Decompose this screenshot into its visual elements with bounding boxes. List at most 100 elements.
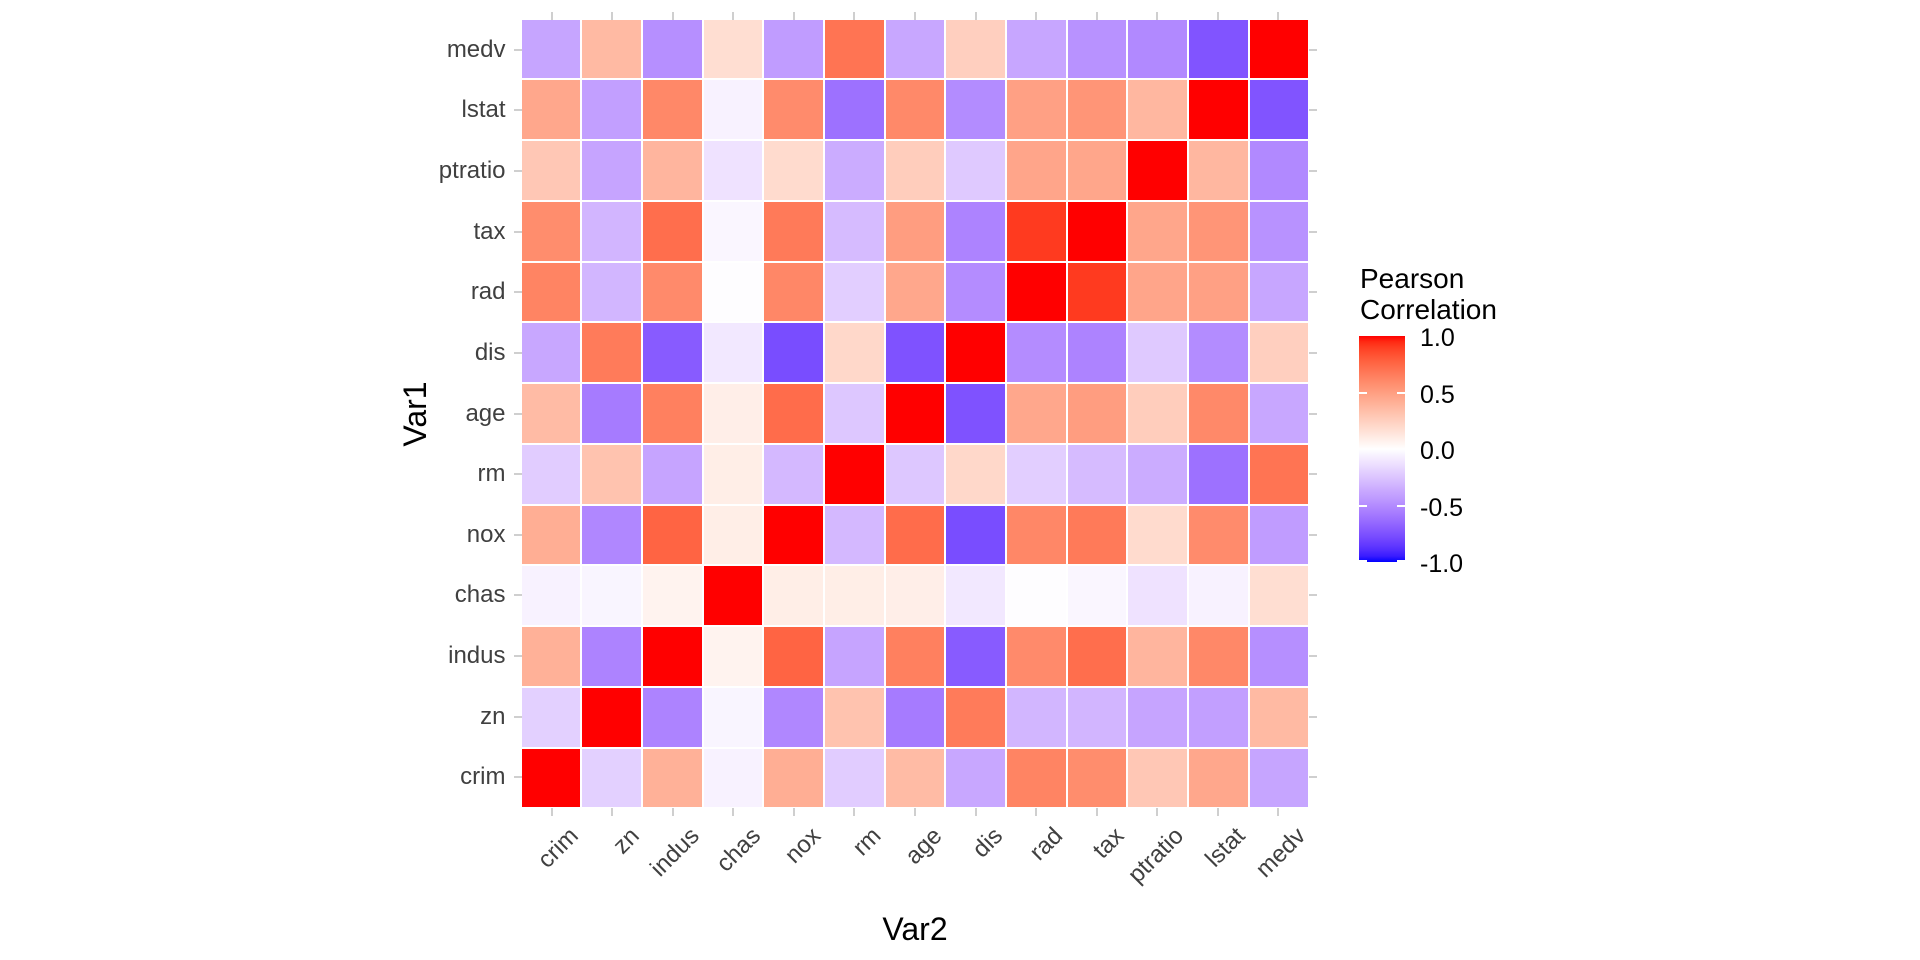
y-axis-tick-label: dis xyxy=(474,338,506,366)
legend-tick-label: -0.5 xyxy=(1420,493,1464,522)
heatmap-cell xyxy=(1249,748,1309,808)
heatmap-cell xyxy=(1067,19,1127,79)
heatmap-cell xyxy=(1189,505,1248,565)
legend-colorbar-tick xyxy=(1397,504,1405,507)
heatmap-cell xyxy=(1249,262,1309,322)
heatmap-cell xyxy=(946,384,1006,443)
heatmap-cell xyxy=(1067,687,1127,747)
axis-tick-mark xyxy=(1277,807,1280,816)
heatmap-cell xyxy=(1007,141,1066,200)
axis-tick-mark xyxy=(513,109,522,112)
heatmap-cell xyxy=(1067,323,1127,383)
x-axis-title: Var2 xyxy=(882,911,948,947)
heatmap-cell xyxy=(1007,566,1066,626)
heatmap-cell xyxy=(582,566,641,626)
heatmap-cell xyxy=(521,141,581,200)
axis-tick-mark xyxy=(732,807,735,816)
heatmap-cell xyxy=(582,141,641,200)
heatmap-cell xyxy=(1067,141,1127,200)
heatmap-cell xyxy=(824,505,884,565)
heatmap-cell xyxy=(1128,748,1188,808)
heatmap-cell xyxy=(642,687,702,747)
axis-tick-mark xyxy=(914,11,916,20)
legend-tick-label: 0.0 xyxy=(1420,437,1455,465)
legend-colorbar-tick xyxy=(1397,391,1405,394)
heatmap-cell xyxy=(885,262,945,322)
heatmap-cell xyxy=(885,748,945,808)
heatmap-cell xyxy=(1128,627,1188,686)
legend-title-line2: Correlation xyxy=(1360,294,1497,325)
heatmap-cell xyxy=(1007,323,1066,383)
heatmap-cell xyxy=(642,262,702,322)
heatmap-cell xyxy=(521,444,581,504)
heatmap-cell xyxy=(1189,262,1248,322)
heatmap-cell xyxy=(521,19,581,79)
heatmap-cell xyxy=(885,323,945,383)
x-axis-tick-label: indus xyxy=(645,821,706,882)
heatmap-cell xyxy=(946,566,1006,626)
heatmap-cell xyxy=(582,80,641,140)
heatmap-cell xyxy=(1189,80,1248,140)
heatmap-cell xyxy=(764,444,823,504)
heatmap-cell xyxy=(703,262,763,322)
axis-tick-mark xyxy=(1308,291,1317,294)
heatmap-cell xyxy=(764,384,823,443)
x-axis-tick-label: ptratio xyxy=(1123,821,1190,889)
axis-tick-mark xyxy=(1216,807,1219,816)
heatmap-cell xyxy=(1007,505,1066,565)
heatmap-cell xyxy=(946,201,1006,261)
heatmap-cell xyxy=(946,505,1006,565)
heatmap-cell xyxy=(1249,80,1309,140)
x-axis-tick-label: medv xyxy=(1250,821,1311,883)
heatmap-cell xyxy=(1067,201,1127,261)
heatmap-cell xyxy=(946,262,1006,322)
heatmap-cell xyxy=(1067,505,1127,565)
heatmap-cell xyxy=(703,201,763,261)
heatmap-cell xyxy=(642,627,702,686)
heatmap-cell xyxy=(1189,566,1248,626)
axis-tick-mark xyxy=(513,230,522,233)
axis-tick-mark xyxy=(1308,473,1317,476)
heatmap-cell xyxy=(1249,444,1309,504)
axis-tick-mark xyxy=(1308,594,1317,597)
heatmap-cell xyxy=(885,687,945,747)
heatmap-cell xyxy=(1189,627,1248,686)
heatmap-cell xyxy=(642,201,702,261)
heatmap-cell xyxy=(1067,80,1127,140)
axis-tick-mark xyxy=(550,807,553,816)
x-axis-tick-label: age xyxy=(899,821,948,870)
heatmap-cell xyxy=(1249,687,1309,747)
heatmap-cell xyxy=(946,323,1006,383)
heatmap-cell xyxy=(764,566,823,626)
heatmap-cell xyxy=(642,444,702,504)
heatmap-cell xyxy=(1128,80,1188,140)
heatmap-cell xyxy=(521,262,581,322)
y-axis-tick-label: ptratio xyxy=(438,157,506,185)
heatmap-cell xyxy=(764,323,823,383)
legend-colorbar-tick xyxy=(1359,504,1367,507)
heatmap-cell xyxy=(1067,384,1127,443)
heatmap-cell xyxy=(824,19,884,79)
y-axis-tick-label: rad xyxy=(470,278,506,306)
heatmap-cell xyxy=(1007,444,1066,504)
axis-tick-mark xyxy=(513,351,522,354)
heatmap-cell xyxy=(1067,748,1127,808)
heatmap-cell xyxy=(885,201,945,261)
heatmap-cell xyxy=(824,566,884,626)
heatmap-cell xyxy=(764,141,823,200)
heatmap-cell xyxy=(1128,566,1188,626)
heatmap-cell xyxy=(642,748,702,808)
y-axis-tick-label: age xyxy=(465,399,506,427)
heatmap-cell xyxy=(1128,262,1188,322)
heatmap-cell xyxy=(1007,687,1066,747)
heatmap-cell xyxy=(521,566,581,626)
axis-tick-mark xyxy=(1308,230,1317,233)
heatmap-cell xyxy=(824,627,884,686)
axis-tick-mark xyxy=(1308,412,1317,415)
y-axis-tick-label: nox xyxy=(466,520,506,548)
x-axis-tick-label: crim xyxy=(533,821,585,873)
axis-tick-mark xyxy=(1308,776,1317,779)
axis-tick-mark xyxy=(732,11,735,20)
axis-tick-mark xyxy=(513,533,522,536)
